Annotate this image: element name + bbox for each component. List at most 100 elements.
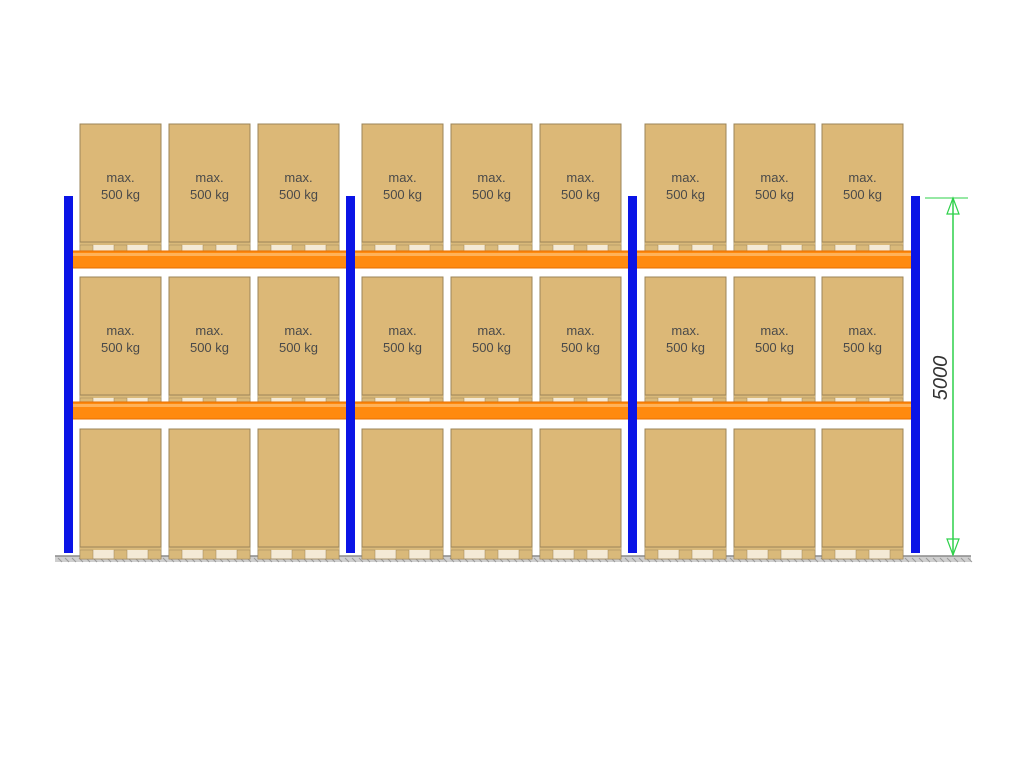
pallet-block	[801, 549, 816, 560]
cargo-box	[168, 123, 251, 243]
load-label-weight: 500 kg	[383, 187, 422, 202]
cargo-box	[450, 123, 533, 243]
load-label-weight: 500 kg	[279, 340, 318, 355]
pallet-load: max. 500 kg	[450, 123, 533, 255]
cargo-box	[361, 123, 444, 243]
floor-hatch	[967, 557, 973, 563]
pallet-load: max. 500 kg	[821, 123, 904, 255]
floor-hatch	[918, 557, 924, 563]
beam-highlight	[632, 253, 915, 256]
pallet-load	[168, 428, 251, 560]
floor-hatch	[953, 557, 959, 563]
height-dimension: 5000	[925, 196, 968, 557]
load-label-max: max.	[388, 170, 416, 185]
pallet-load: max. 500 kg	[79, 276, 162, 408]
floor-hatch	[57, 557, 63, 563]
cargo-box	[539, 428, 622, 548]
pallet-load	[539, 428, 622, 560]
pallet-load: max. 500 kg	[733, 123, 816, 255]
floor-hatch	[911, 557, 917, 563]
load-label-weight: 500 kg	[843, 340, 882, 355]
pallet-block	[733, 549, 748, 560]
floor-hatch	[358, 557, 364, 563]
load-label-weight: 500 kg	[190, 340, 229, 355]
cargo-box	[168, 276, 251, 396]
pallet-deck	[645, 547, 726, 550]
load-label-max: max.	[195, 170, 223, 185]
pallet-load: max. 500 kg	[644, 276, 727, 408]
pallet-deck	[80, 242, 161, 245]
load-label-weight: 500 kg	[279, 187, 318, 202]
beam-highlight	[350, 253, 632, 256]
pallet-deck	[645, 395, 726, 398]
pallet-deck	[734, 395, 815, 398]
load-label-weight: 500 kg	[190, 187, 229, 202]
cargo-box	[733, 276, 816, 396]
pallet-block	[767, 549, 782, 560]
pallet-block	[607, 549, 622, 560]
load-label-weight: 500 kg	[561, 187, 600, 202]
pallet-load: max. 500 kg	[361, 276, 444, 408]
pallet-deck	[362, 242, 443, 245]
pallet-load: max. 500 kg	[361, 123, 444, 255]
floor-hatch	[64, 557, 70, 563]
load-label-max: max.	[477, 170, 505, 185]
pallet-deck	[451, 547, 532, 550]
load-label-max: max.	[760, 323, 788, 338]
pallet-block	[644, 549, 659, 560]
pallet-block	[821, 549, 836, 560]
load-label-weight: 500 kg	[383, 340, 422, 355]
pallet-deck	[540, 242, 621, 245]
cargo-box	[361, 428, 444, 548]
floor-hatch	[71, 557, 77, 563]
load-label-max: max.	[848, 323, 876, 338]
pallet-deck	[822, 242, 903, 245]
upright	[64, 196, 73, 553]
pallet-load	[733, 428, 816, 560]
pallet-load: max. 500 kg	[733, 276, 816, 408]
load-label-weight: 500 kg	[755, 340, 794, 355]
dimension-arrow-top	[946, 196, 960, 215]
floor-hatch	[729, 557, 735, 563]
floor-hatch	[533, 557, 539, 563]
cargo-box	[79, 276, 162, 396]
floor-hatch	[162, 557, 168, 563]
pallet-deck	[822, 547, 903, 550]
floor-hatch	[631, 557, 637, 563]
load-label-max: max.	[848, 170, 876, 185]
pallet-deck	[540, 395, 621, 398]
load-label-weight: 500 kg	[755, 187, 794, 202]
load-label-weight: 500 kg	[101, 187, 140, 202]
floor-hatch	[344, 557, 350, 563]
floor-hatch	[442, 557, 448, 563]
pallet-block	[712, 549, 727, 560]
pallet-deck	[80, 395, 161, 398]
load-label-max: max.	[477, 323, 505, 338]
floor-hatch	[351, 557, 357, 563]
floor-hatch	[638, 557, 644, 563]
cargo-box	[644, 123, 727, 243]
pallet-block	[484, 549, 499, 560]
pallet-block	[113, 549, 128, 560]
pallet-load	[361, 428, 444, 560]
floor-hatch	[939, 557, 945, 563]
cargo-box	[821, 123, 904, 243]
pallet-load	[79, 428, 162, 560]
pallet-block	[889, 549, 904, 560]
cargo-box	[644, 428, 727, 548]
load-label-weight: 500 kg	[843, 187, 882, 202]
pallets-layer: max. 500 kg max. 500 kg max. 500 kg max. 500 kg…	[79, 123, 904, 560]
cargo-box	[79, 123, 162, 243]
pallet-block	[573, 549, 588, 560]
beam-highlight	[68, 253, 350, 256]
cargo-box	[79, 428, 162, 548]
load-label-max: max.	[106, 323, 134, 338]
cargo-box	[450, 428, 533, 548]
beam-highlight	[350, 404, 632, 407]
pallet-load	[644, 428, 727, 560]
pallet-load: max. 500 kg	[821, 276, 904, 408]
cargo-box	[257, 123, 340, 243]
pallet-block	[147, 549, 162, 560]
cargo-box	[257, 428, 340, 548]
